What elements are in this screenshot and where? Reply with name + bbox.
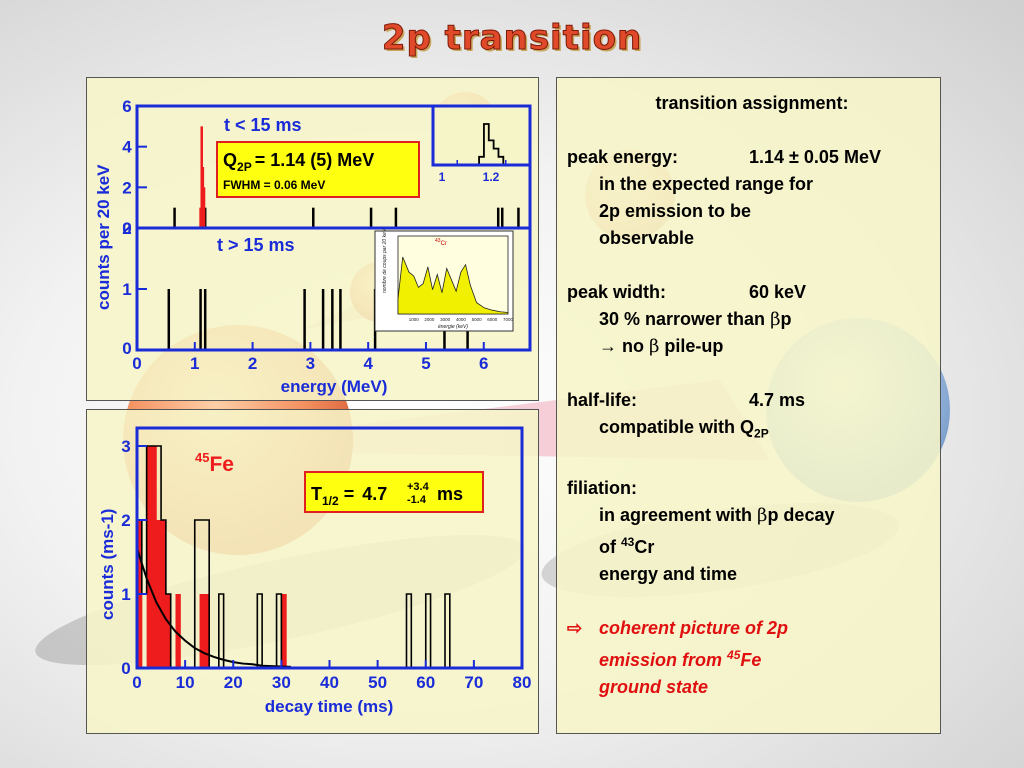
half-life-unit: ms [437, 484, 463, 504]
zoom-inset-ticks: 1 1.2 [439, 170, 500, 184]
filiation-key: filiation: [567, 477, 637, 498]
svg-text:1: 1 [439, 170, 446, 184]
peak-energy-key: peak energy: [567, 147, 679, 167]
cr43-inset-title: 43Cr [435, 238, 447, 247]
zoom-inset-background [433, 106, 530, 165]
decay-x-tick-label: 20 [224, 673, 243, 692]
cr43-inset-ylabel: nombre de coups par 20 keV [382, 228, 388, 293]
cr43-inset-tick-label: 7000 [503, 317, 514, 322]
conclusion-line-3: ground state [599, 676, 709, 697]
peak-width-value: 60 keV [749, 282, 807, 302]
filiation-line-3: energy and time [599, 563, 738, 584]
decay-x-tick-label: 40 [320, 673, 339, 692]
peak-width-line-1: 30 % narrower than βp [599, 309, 792, 330]
peak-width-line-2: → no β pile-up [599, 336, 724, 357]
q-value-box [216, 141, 420, 198]
upper-y-tick-label: 2 [122, 178, 131, 197]
half-life-key: half-life: [567, 390, 637, 410]
decay-time-panel: 0 10 20 30 40 50 60 70 80 0 1 2 3 45Fe T1/2 = 4.7 +3.4… [86, 409, 539, 734]
decay-y-tick-label: 3 [121, 437, 130, 456]
decay-x-tick-label: 80 [513, 673, 532, 692]
cr43-inset-tick-label: 3000 [440, 317, 451, 322]
q-value-text: Q2P = 1.14 (5) MeV [223, 150, 374, 174]
conclusion-line-2: emission from 45Fe [599, 647, 762, 670]
upper-y-tick-label: 6 [122, 97, 131, 116]
half-life-value: 4.7 ms [749, 390, 806, 410]
lower-y-tick-label: 1 [122, 280, 131, 299]
red-decay-bin [151, 446, 157, 668]
decay-x-tick-label: 0 [132, 673, 141, 692]
conclusion-line-1: ⇨ coherent picture of 2p [567, 615, 937, 642]
cr43-spectrum-area [397, 256, 509, 315]
red-decay-bin [161, 520, 167, 668]
isotope-label: 45Fe [195, 450, 234, 476]
lower-time-cut-label: t > 15 ms [217, 235, 295, 255]
peak-energy-line-1: in the expected range for [599, 174, 814, 194]
assignment-text-panel: transition assignment: peak energy: 1.14 … [556, 77, 941, 734]
peak-energy-line-3: observable [599, 228, 695, 248]
filiation-line-2: of 43Cr [599, 534, 655, 557]
upper-time-cut-label: t < 15 ms [224, 115, 302, 135]
red-decay-bin [281, 594, 287, 668]
x-tick-label: 1 [190, 354, 199, 373]
half-life-err-up: +3.4 [407, 481, 430, 493]
top-y-axis-label: counts per 20 keV [94, 164, 113, 310]
x-tick-label: 3 [306, 354, 315, 373]
slide-title: 2p transition [381, 18, 643, 59]
half-life-err-down: -1.4 [407, 494, 427, 506]
upper-y-tick-label: 4 [122, 138, 132, 157]
x-tick-label: 0 [132, 354, 141, 373]
decay-y-tick-label: 2 [121, 511, 130, 530]
cr43-inset-xlabel: énergie (keV) [438, 324, 468, 330]
x-tick-label: 4 [363, 354, 373, 373]
decay-x-tick-label: 70 [464, 673, 483, 692]
top-x-axis-label: energy (MeV) [281, 377, 388, 396]
exponential-fit-curve [136, 547, 292, 668]
lower-y-tick-label: 2 [122, 219, 131, 238]
lower-y-tick-label: 0 [122, 339, 131, 358]
red-decay-bin [165, 594, 172, 668]
filiation-line-1: in agreement with βp decay [599, 504, 835, 526]
decay-x-tick-label: 10 [176, 673, 195, 692]
x-tick-label: 5 [421, 354, 430, 373]
conclusion-arrow-icon: ⇨ [567, 617, 583, 638]
assignment-heading: transition assignment: [655, 93, 849, 113]
peak-energy-row: peak energy: 1.14 ± 0.05 MeV [567, 144, 937, 171]
peak-energy-value: 1.14 ± 0.05 MeV [749, 147, 881, 167]
fwhm-text: FWHM = 0.06 MeV [223, 178, 325, 192]
bottom-x-axis-label: decay time (ms) [265, 697, 394, 716]
peak-width-key: peak width: [567, 282, 667, 302]
cr43-inset-tick-label: 2000 [424, 317, 435, 322]
red-decay-bin [199, 594, 205, 668]
x-tick-label: 2 [248, 354, 257, 373]
half-life-row: half-life: 4.7 ms [567, 387, 937, 414]
peak-energy-line-2: 2p emission to be [599, 201, 752, 221]
half-life-line-1: compatible with Q2P [599, 417, 769, 441]
peak-width-row: peak width: 60 keV [567, 279, 937, 306]
red-decay-bin [175, 594, 181, 668]
cr43-inset-tick-label: 4000 [456, 317, 467, 322]
decay-x-tick-label: 50 [368, 673, 387, 692]
zoom-inset-histogram [478, 123, 505, 165]
red-decay-bin [156, 520, 162, 668]
bottom-y-axis-label: counts (ms-1) [98, 509, 117, 620]
half-life-box [304, 471, 484, 513]
decay-y-tick-label: 1 [121, 585, 130, 604]
x-tick-label: 6 [479, 354, 488, 373]
svg-text:1.2: 1.2 [483, 170, 500, 184]
cr43-inset-tick-label: 6000 [487, 317, 498, 322]
red-decay-bin [146, 446, 152, 668]
decay-time-chart: 0 10 20 30 40 50 60 70 80 0 1 2 3 45Fe T1/2 = 4.7 +3.4… [98, 426, 532, 716]
decay-x-tick-label: 60 [416, 673, 435, 692]
decay-y-tick-label: 0 [121, 659, 130, 678]
upper-y-tick-label: 0 [122, 219, 131, 238]
decay-x-tick-label: 30 [272, 673, 291, 692]
half-life-text: T1/2 = 4.7 [311, 484, 387, 508]
cr43-inset-tick-label: 1000 [409, 317, 420, 322]
red-decay-bin [204, 594, 210, 668]
cr43-inset-tick-label: 5000 [472, 317, 483, 322]
